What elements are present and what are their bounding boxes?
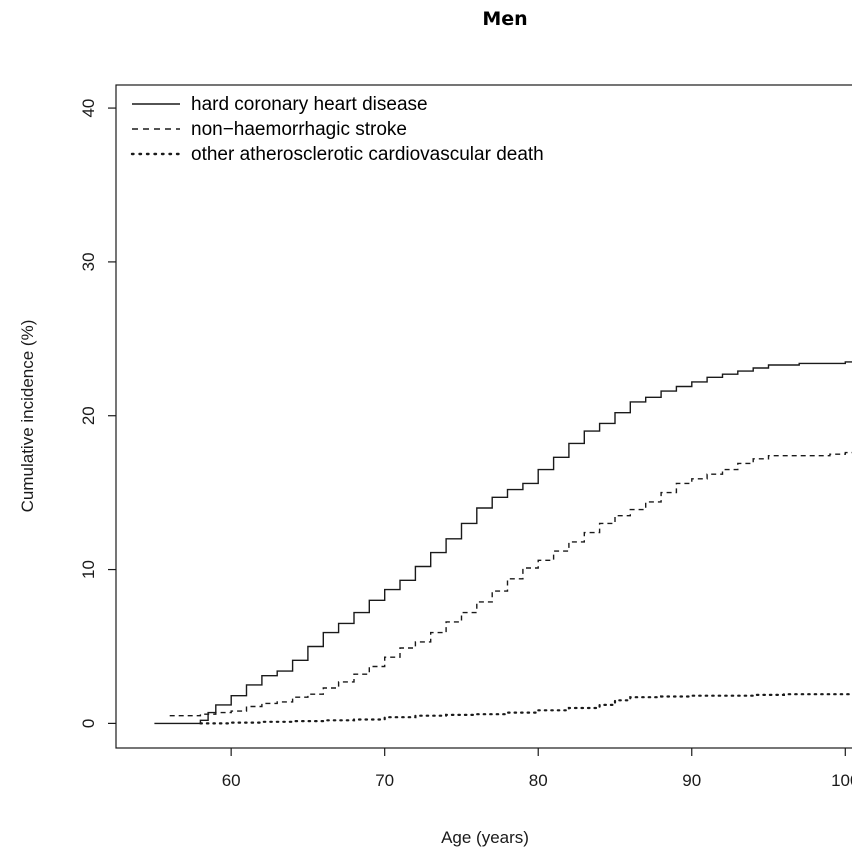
x-tick-label: 90	[682, 771, 701, 790]
legend-entry-2: non−haemorrhagic stroke	[191, 119, 407, 140]
y-axis-label: Cumulative incidence (%)	[18, 320, 37, 513]
x-axis-label: Age (years)	[441, 828, 529, 847]
y-tick-label: 20	[79, 406, 98, 425]
legend-entry-1: hard coronary heart disease	[191, 94, 428, 115]
legend-entry-3: other atherosclerotic cardiovascular dea…	[191, 144, 544, 165]
legend: hard coronary heart disease non−haemorrha…	[130, 94, 544, 165]
y-tick-label: 40	[79, 99, 98, 118]
x-tick-label: 100	[831, 771, 852, 790]
x-tick-label: 60	[222, 771, 241, 790]
series-line-1	[154, 361, 852, 725]
series-layer	[154, 361, 852, 725]
series-line-3	[199, 693, 852, 725]
plot-frame	[115, 84, 852, 749]
y-tick-label: 0	[79, 719, 98, 728]
x-tick-label: 70	[375, 771, 394, 790]
x-tick-label: 80	[529, 771, 548, 790]
x-axis: 60 70 80 90 100	[222, 748, 852, 790]
y-tick-label: 10	[79, 560, 98, 579]
y-tick-label: 30	[79, 252, 98, 271]
series-line-2	[169, 451, 852, 717]
y-axis: 0 10 20 30 40	[79, 99, 116, 728]
chart-title: Men	[482, 8, 528, 30]
